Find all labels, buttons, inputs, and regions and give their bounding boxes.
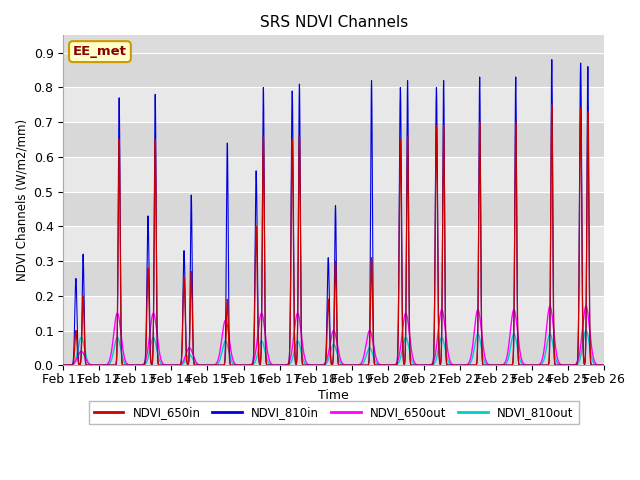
Y-axis label: NDVI Channels (W/m2/mm): NDVI Channels (W/m2/mm) (15, 119, 28, 281)
Title: SRS NDVI Channels: SRS NDVI Channels (260, 15, 408, 30)
Legend: NDVI_650in, NDVI_810in, NDVI_650out, NDVI_810out: NDVI_650in, NDVI_810in, NDVI_650out, NDV… (89, 401, 579, 424)
Bar (63, 331, 604, 365)
Bar (63, 261, 604, 296)
Bar (63, 227, 604, 261)
Bar (63, 87, 604, 122)
Text: EE_met: EE_met (73, 45, 127, 58)
X-axis label: Time: Time (318, 389, 349, 402)
Bar (63, 53, 604, 87)
Bar (63, 157, 604, 192)
Bar (63, 122, 604, 157)
Bar (63, 296, 604, 331)
Bar (63, 192, 604, 227)
